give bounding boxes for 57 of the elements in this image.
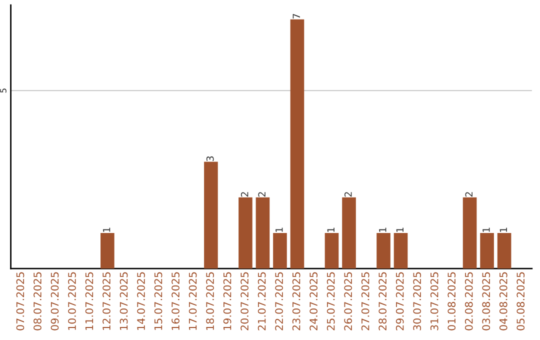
data-label: 2 xyxy=(344,192,352,197)
x-tick-label: 10.07.2025 xyxy=(68,272,76,330)
x-tick-label: 24.07.2025 xyxy=(310,272,318,330)
x-tick-label: 21.07.2025 xyxy=(258,272,266,330)
data-label: 2 xyxy=(465,192,472,197)
x-tick-label: 22.07.2025 xyxy=(275,272,283,330)
x-tick-label: 13.07.2025 xyxy=(120,272,128,330)
data-label: 1 xyxy=(327,228,334,232)
bar xyxy=(290,19,304,269)
x-tick-label: 23.07.2025 xyxy=(292,272,300,330)
x-tick-label: 14.07.2025 xyxy=(137,272,145,330)
x-tick-label: 01.08.2025 xyxy=(448,272,456,330)
x-tick-label: 02.08.2025 xyxy=(464,272,473,330)
bar xyxy=(497,232,512,269)
bar xyxy=(273,232,287,269)
x-tick-label: 25.07.2025 xyxy=(326,272,335,330)
bar xyxy=(204,162,218,269)
data-label: 1 xyxy=(500,228,507,232)
x-tick-label: 07.07.2025 xyxy=(16,272,24,330)
data-label: 2 xyxy=(258,192,266,197)
x-tick-label: 11.07.2025 xyxy=(85,272,94,330)
x-tick-label: 09.07.2025 xyxy=(50,272,59,330)
bar xyxy=(324,232,339,269)
x-tick-label: 31.07.2025 xyxy=(430,272,438,330)
y-tick-label: 5 xyxy=(0,88,6,93)
data-label: 1 xyxy=(482,228,490,232)
x-tick-label: 03.08.2025 xyxy=(482,272,490,330)
data-label: 3 xyxy=(206,156,214,162)
data-label: 1 xyxy=(379,228,386,232)
x-tick-label: 29.07.2025 xyxy=(396,272,404,330)
x-tick-label: 19.07.2025 xyxy=(223,272,232,330)
bar xyxy=(462,197,477,269)
x-tick-label: 08.07.2025 xyxy=(34,272,42,330)
data-label: 1 xyxy=(103,228,110,232)
x-tick-label: 30.07.2025 xyxy=(413,272,422,330)
x-tick-label: 05.08.2025 xyxy=(516,272,525,330)
x-tick-label: 28.07.2025 xyxy=(378,272,387,330)
data-label: 7 xyxy=(292,14,300,19)
data-label: 1 xyxy=(276,228,283,232)
x-tick-label: 12.07.2025 xyxy=(102,272,110,330)
bar xyxy=(480,232,494,269)
x-tick-label: 04.08.2025 xyxy=(499,272,508,330)
x-tick-label: 27.07.2025 xyxy=(361,272,370,330)
data-label: 1 xyxy=(396,228,404,232)
bar xyxy=(394,232,408,269)
x-tick-label: 15.07.2025 xyxy=(154,272,162,330)
x-tick-label: 18.07.2025 xyxy=(206,272,214,330)
bar xyxy=(256,197,270,269)
x-tick-label: 26.07.2025 xyxy=(344,272,352,330)
bar xyxy=(376,232,390,269)
x-tick-label: 17.07.2025 xyxy=(188,272,197,330)
data-label: 2 xyxy=(240,192,248,197)
x-tick-label: 20.07.2025 xyxy=(240,272,248,330)
x-tick-label: 16.07.2025 xyxy=(172,272,180,330)
bar xyxy=(238,197,252,269)
bar xyxy=(100,232,114,269)
bar xyxy=(342,197,356,269)
